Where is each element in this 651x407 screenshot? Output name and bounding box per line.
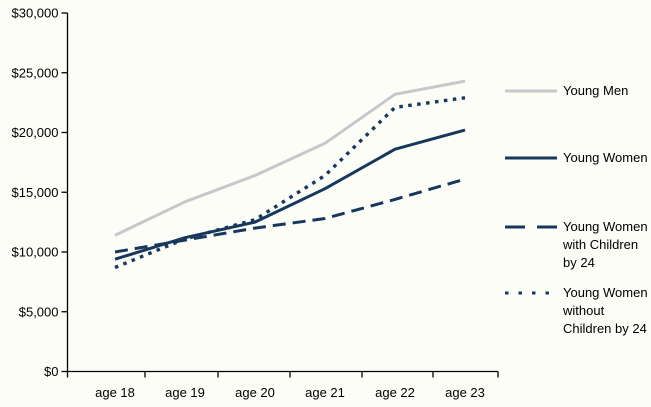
legend-label-line: Young Men (563, 83, 629, 98)
legend-label-line: Children by 24 (563, 321, 647, 336)
legend-label-line: with Children (563, 237, 639, 252)
y-tick-label: $25,000 (12, 65, 59, 80)
series-line-young-women-with-children-by-24 (114, 177, 466, 254)
legend-label: Young Women without Children by 24 (563, 284, 648, 338)
legend-label: Young Men (563, 82, 628, 100)
chart-legend: Young Men Young Women Young Women with Chil… (503, 0, 651, 407)
legend-swatch-solid-line (505, 89, 557, 93)
x-axis-label: age 18 (95, 385, 135, 400)
legend-swatch-dashed-line (505, 225, 557, 229)
y-tick-label: $30,000 (12, 6, 59, 21)
y-tick-label: $0 (44, 364, 58, 379)
y-tick-label: $10,000 (12, 245, 59, 260)
y-tick-label: $15,000 (12, 185, 59, 200)
y-tick-label: $20,000 (12, 125, 59, 140)
x-axis-label: age 22 (375, 385, 415, 400)
series-line-young-men (114, 79, 466, 237)
legend-label-line: without (563, 303, 605, 318)
x-axis-label: age 19 (165, 385, 205, 400)
legend-label-line: Young Women (563, 150, 648, 165)
series-line-young-women (114, 128, 466, 261)
x-axis-label: age 20 (235, 385, 275, 400)
legend-item-young-women-with-children-by-24: Young Women with Children by 24 (503, 218, 648, 272)
series-line-young-women-without-children-by-24 (114, 96, 466, 270)
legend-swatch-dotted-line (505, 291, 557, 295)
legend-item-young-women: Young Women (503, 149, 648, 167)
legend-item-young-men: Young Men (503, 82, 628, 100)
legend-item-young-women-without-children-by-24: Young Women without Children by 24 (503, 284, 648, 338)
legend-label-line: Young Women (563, 285, 648, 300)
legend-label-line: by 24 (563, 255, 595, 270)
y-tick-label: $5,000 (19, 304, 59, 319)
x-axis-label: age 21 (305, 385, 345, 400)
legend-label-line: Young Women (563, 219, 648, 234)
legend-label: Young Women with Children by 24 (563, 218, 648, 272)
legend-swatch-solid-line (505, 156, 557, 160)
legend-label: Young Women (563, 149, 648, 167)
x-axis-label: age 23 (445, 385, 485, 400)
